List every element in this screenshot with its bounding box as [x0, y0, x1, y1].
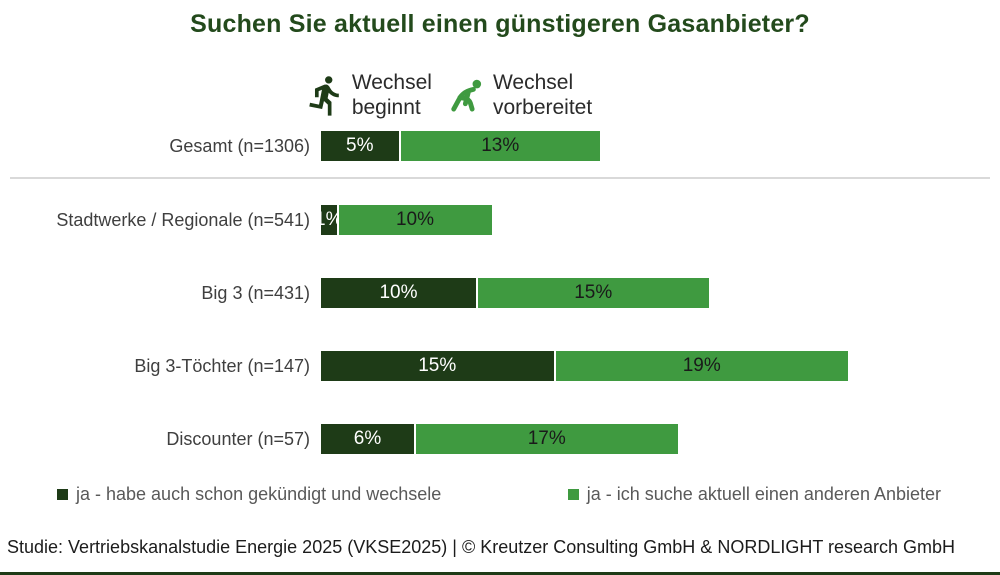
- series-legend: ja - habe auch schon gekündigt und wechs…: [0, 484, 1000, 505]
- category-label: Gesamt (n=1306): [169, 135, 310, 156]
- value-label: 13%: [481, 135, 520, 156]
- bar-segment: 5%: [321, 131, 399, 161]
- value-label: 1%: [315, 209, 343, 230]
- value-label: 5%: [346, 135, 374, 156]
- bar-row: Big 3-Töchter (n=147) 15% 19%: [0, 351, 1000, 381]
- legend-item-suche-anbieter: ja - ich suche aktuell einen anderen Anb…: [567, 484, 941, 505]
- bar-track: 6% 17%: [321, 424, 678, 454]
- icon-legend-label-line2: beginnt: [351, 96, 421, 119]
- bar-segment: 10%: [336, 205, 492, 235]
- bar-track: 15% 19%: [321, 351, 848, 381]
- bar-chart: Gesamt (n=1306) 5% 13% Stadtwerke / Regiona…: [0, 131, 1000, 454]
- runner-running-icon: [304, 72, 348, 119]
- value-label: 19%: [682, 355, 721, 376]
- icon-legend-label-line2: vorbereitet: [492, 96, 593, 119]
- legend-label: ja - habe auch schon gekündigt und wechs…: [76, 484, 442, 504]
- category-label: Big 3 (n=431): [201, 282, 310, 303]
- icon-legend-label-line1: Wechsel: [351, 71, 432, 94]
- icon-legend-item-wechsel-beginnt: Wechsel beginnt: [304, 70, 432, 120]
- icon-legend-label: Wechsel vorbereitet: [493, 70, 592, 120]
- category-label: Big 3-Töchter (n=147): [134, 355, 310, 376]
- bar-row: Stadtwerke / Regionale (n=541) 1% 10%: [0, 205, 1000, 235]
- value-label: 17%: [527, 428, 566, 449]
- bar-segment: 13%: [398, 131, 600, 161]
- bar-segment: 6%: [321, 424, 414, 454]
- icon-legend-label: Wechsel beginnt: [352, 70, 432, 120]
- runner-crouch-start-icon: [446, 72, 489, 119]
- bar-segment: 15%: [476, 278, 709, 308]
- value-label: 6%: [353, 428, 382, 449]
- bar-row: Big 3 (n=431) 10% 15%: [0, 278, 1000, 308]
- icon-legend: Wechsel beginnt Wechsel vorbereitet: [0, 69, 948, 121]
- legend-swatch-dark-green: [57, 489, 68, 500]
- value-label: 15%: [574, 282, 613, 303]
- bar-segment: 10%: [321, 278, 476, 308]
- category-label: Discounter (n=57): [166, 428, 310, 449]
- icon-legend-item-wechsel-vorbereitet: Wechsel vorbereitet: [446, 70, 592, 120]
- bar-segment: 19%: [553, 351, 848, 381]
- value-label: 10%: [379, 282, 418, 303]
- legend-swatch-medium-green: [567, 489, 579, 500]
- source-note: Studie: Vertriebskanalstudie Energie 202…: [7, 537, 956, 557]
- bar-track: 5% 13%: [321, 131, 600, 161]
- bar-segment: 17%: [414, 424, 678, 454]
- category-label: Stadtwerke / Regionale (n=541): [56, 209, 310, 230]
- icon-legend-label-line1: Wechsel: [492, 71, 574, 94]
- legend-label: ja - ich suche aktuell einen anderen Anb…: [586, 484, 941, 504]
- bottom-rule: [0, 572, 1000, 575]
- chart-title: Suchen Sie aktuell einen günstigeren Gas…: [190, 10, 810, 38]
- section-divider: [10, 177, 990, 179]
- bar-row: Discounter (n=57) 6% 17%: [0, 424, 1000, 454]
- value-label: 15%: [418, 355, 457, 376]
- bar-segment: 15%: [321, 351, 554, 381]
- bar-row: Gesamt (n=1306) 5% 13%: [0, 131, 1000, 161]
- bar-segment: 1%: [315, 205, 342, 235]
- bar-track: 1% 10%: [315, 205, 492, 235]
- value-label: 10%: [395, 209, 435, 230]
- bar-track: 10% 15%: [321, 278, 709, 308]
- legend-item-gekuendigt: ja - habe auch schon gekündigt und wechs…: [57, 484, 441, 505]
